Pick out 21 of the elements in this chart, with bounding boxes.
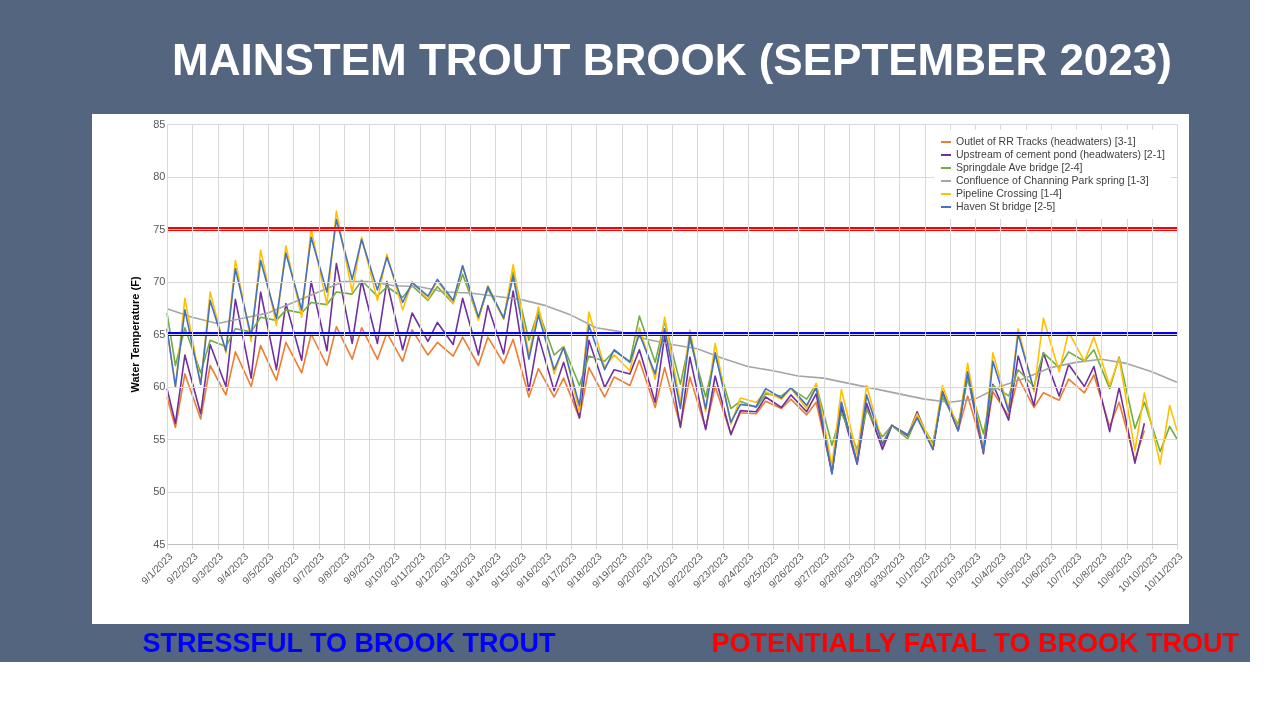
y-tick-label: 85 [153,117,166,130]
y-tick-label: 65 [153,327,166,340]
ref-line-label: POTENTIALLY FATAL TO BROOK TROUT [711,628,1240,658]
legend-label: Haven St bridge [2-5] [956,200,1056,212]
legend-label: Upstream of cement pond (headwaters) [2-1] [956,148,1166,160]
y-tick-label: 60 [153,380,166,392]
y-tick-label: 75 [153,222,166,235]
y-tick-label: 70 [153,275,166,287]
ref-line-label: STRESSFUL TO BROOK TROUT [142,628,557,658]
y-tick-label: 55 [153,432,166,445]
line-series [166,280,1178,404]
y-tick-label: 45 [153,537,166,550]
legend-label: Outlet of RR Tracks (headwaters) [3-1] [956,135,1136,147]
legend-label: Springdale Ave bridge [2-4] [956,161,1083,173]
chart-title: MAINSTEM TROUT BROOK (SEPTEMBER 2023) [172,35,1172,84]
y-axis-title: Water Temperature (F) [129,276,142,393]
y-tick-label: 80 [153,170,166,182]
legend-label: Pipeline Crossing [1-4] [956,187,1062,199]
legend-label: Confluence of Channing Park spring [1-3] [956,174,1149,186]
line-series [166,218,1035,475]
y-tick-label: 50 [153,485,166,497]
